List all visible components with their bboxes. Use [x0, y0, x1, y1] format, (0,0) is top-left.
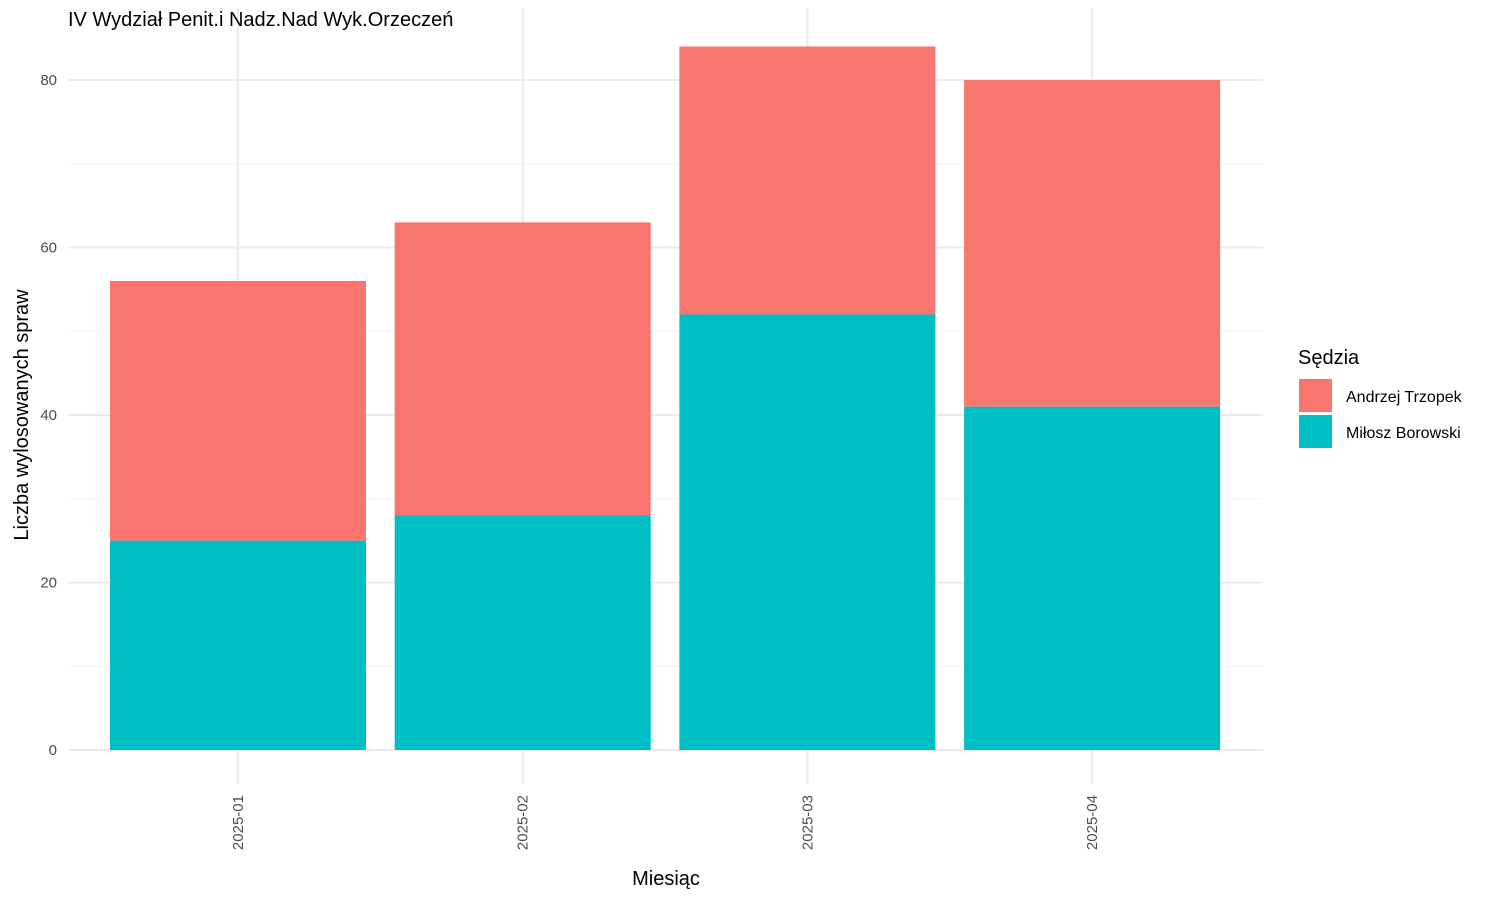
bar-segment [394, 222, 651, 516]
bar-segment [679, 46, 936, 315]
bar-segment [394, 515, 651, 750]
y-axis-title: Liczba wylosowanych spraw [11, 289, 33, 541]
bar-segment [964, 80, 1221, 407]
y-axis-ticks: 0 20 40 60 80 [40, 72, 57, 759]
bar-segment [110, 540, 366, 750]
x-tick-label: 2025-03 [799, 795, 816, 850]
y-tick-label: 40 [40, 407, 57, 424]
legend-swatch [1299, 415, 1332, 448]
bar-segment [679, 314, 936, 750]
x-tick-label: 2025-01 [230, 795, 247, 850]
x-axis-title: Miesiąc [632, 868, 700, 890]
legend-title: Sędzia [1298, 347, 1360, 369]
y-tick-label: 60 [40, 240, 57, 257]
chart-title: IV Wydział Penit.i Nadz.Nad Wyk.Orzeczeń [68, 9, 453, 31]
legend-label: Miłosz Borowski [1346, 425, 1461, 442]
x-tick-label: 2025-02 [515, 795, 532, 850]
bar-segment [110, 281, 366, 541]
y-tick-label: 20 [40, 575, 57, 592]
x-axis-ticks: 2025-01 2025-02 2025-03 2025-04 [230, 795, 1101, 850]
bars [110, 46, 1221, 750]
legend-label: Andrzej Trzopek [1346, 389, 1463, 406]
legend: Sędzia Andrzej Trzopek Miłosz Borowski [1298, 347, 1463, 448]
x-tick-label: 2025-04 [1084, 795, 1101, 850]
y-tick-label: 80 [40, 72, 57, 89]
legend-swatch [1299, 379, 1332, 412]
bar-segment [964, 406, 1221, 750]
y-tick-label: 0 [49, 742, 57, 759]
